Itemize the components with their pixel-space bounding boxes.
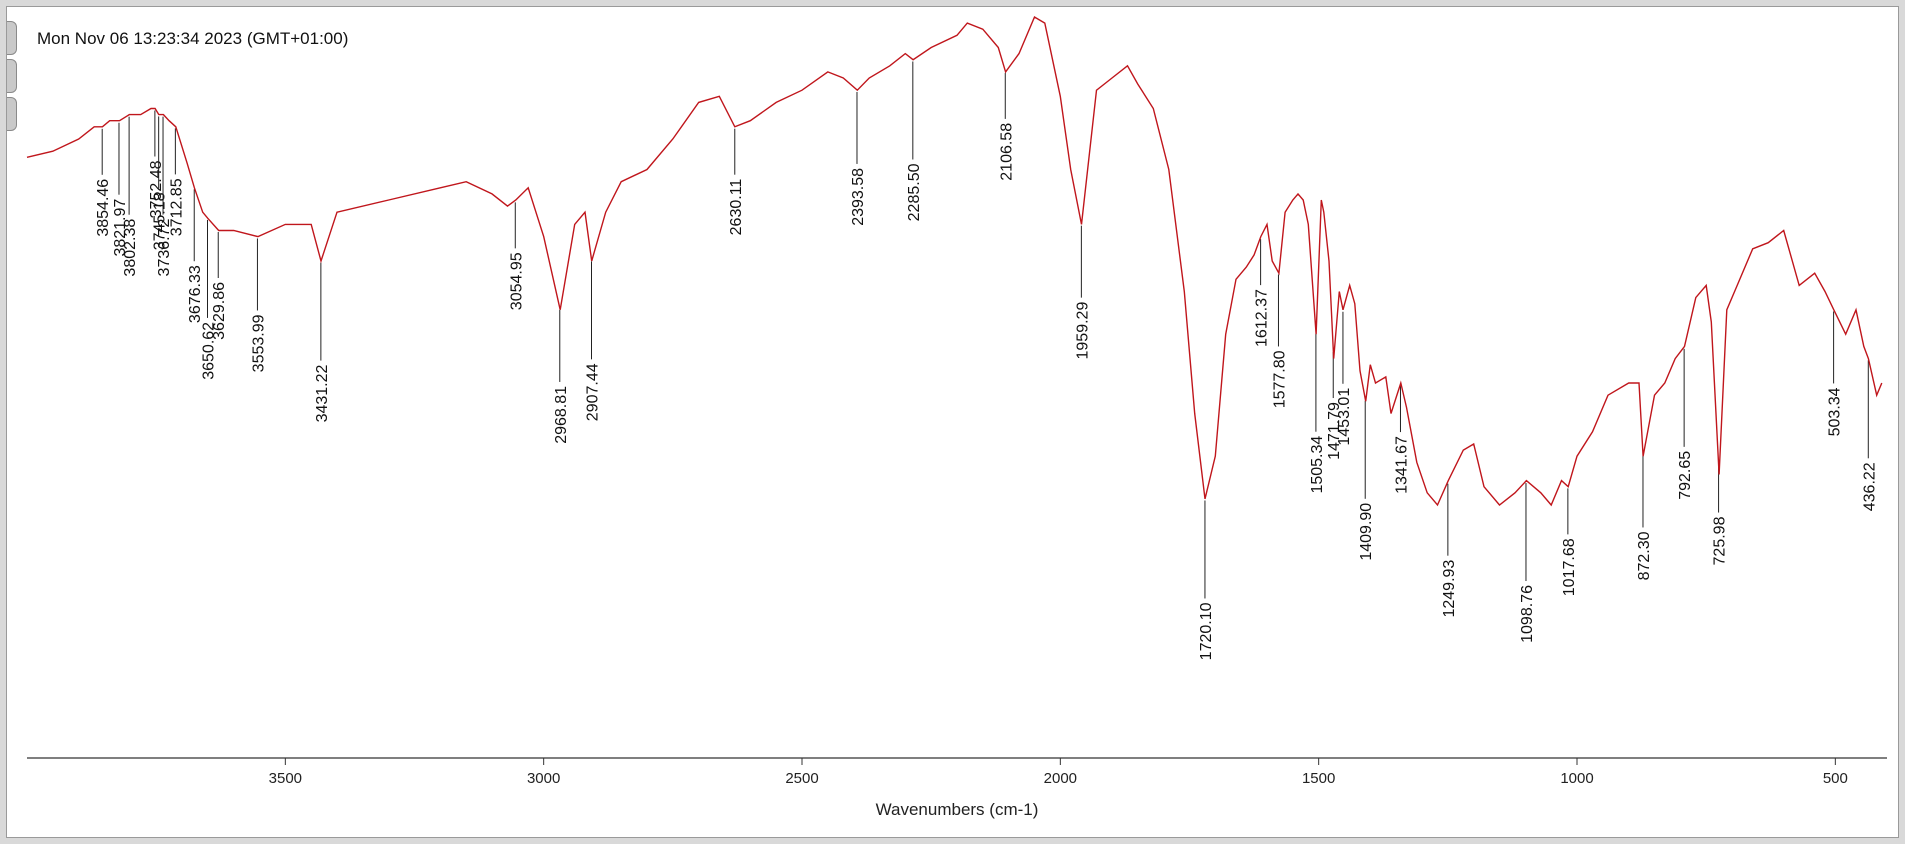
peak-label: 872.30 bbox=[1636, 531, 1653, 580]
x-tick-label: 500 bbox=[1823, 770, 1848, 787]
peak-label: 1098.76 bbox=[1519, 585, 1536, 643]
peak-label: 1471.79 bbox=[1326, 402, 1343, 460]
peak-label: 2393.58 bbox=[850, 168, 867, 226]
peak-label: 3752.48 bbox=[148, 160, 165, 218]
side-panel-tab[interactable] bbox=[7, 97, 17, 131]
spectrum-line bbox=[26, 15, 1883, 507]
peak-label: 2285.50 bbox=[906, 163, 923, 221]
spectrum-window: Mon Nov 06 13:23:34 2023 (GMT+01:00) 385… bbox=[6, 6, 1899, 838]
x-axis-ticks: 3500 3000 2500 2000 1500 1000 500 bbox=[269, 758, 1848, 787]
peak-label: 1720.10 bbox=[1198, 602, 1215, 660]
peak-label: 1959.29 bbox=[1074, 302, 1091, 360]
peak-label: 3676.33 bbox=[187, 265, 204, 323]
peak-label: 436.22 bbox=[1861, 462, 1878, 511]
peak-label: 3431.22 bbox=[314, 364, 331, 422]
x-tick-label: 2500 bbox=[785, 770, 818, 787]
peak-label: 3821.97 bbox=[112, 199, 129, 257]
peak-label: 3712.85 bbox=[168, 178, 185, 236]
peak-label: 792.65 bbox=[1677, 451, 1694, 500]
x-tick-label: 1000 bbox=[1560, 770, 1593, 787]
peak-label: 3736.72 bbox=[156, 219, 173, 277]
peak-label: 1409.90 bbox=[1358, 503, 1375, 561]
x-axis-label: Wavenumbers (cm-1) bbox=[876, 800, 1039, 819]
peak-label: 3745.18 bbox=[152, 192, 169, 250]
peak-label: 3854.46 bbox=[95, 179, 112, 237]
side-panel-tab[interactable] bbox=[7, 59, 17, 93]
x-tick-label: 2000 bbox=[1044, 770, 1077, 787]
peak-label: 3553.99 bbox=[250, 314, 267, 372]
x-tick-label: 3500 bbox=[269, 770, 302, 787]
peak-label: 1017.68 bbox=[1561, 538, 1578, 596]
collection-timestamp: Mon Nov 06 13:23:34 2023 (GMT+01:00) bbox=[37, 29, 349, 48]
peak-label: 1453.01 bbox=[1336, 388, 1353, 446]
peak-label: 3629.86 bbox=[211, 282, 228, 340]
x-tick-label: 1500 bbox=[1302, 770, 1335, 787]
peak-label: 3650.62 bbox=[201, 322, 218, 380]
peak-label: 3802.38 bbox=[122, 219, 139, 277]
peak-label: 1577.80 bbox=[1271, 350, 1288, 408]
peak-label: 1341.67 bbox=[1393, 436, 1410, 494]
peak-label: 503.34 bbox=[1827, 387, 1844, 436]
peak-label: 1249.93 bbox=[1441, 560, 1458, 618]
peak-label: 2907.44 bbox=[584, 363, 601, 421]
side-panel-tab[interactable] bbox=[7, 21, 17, 55]
x-tick-label: 3000 bbox=[527, 770, 560, 787]
peak-label: 3054.95 bbox=[508, 252, 525, 310]
peak-label: 1612.37 bbox=[1254, 289, 1271, 347]
peak-label: 1505.34 bbox=[1309, 436, 1326, 494]
peak-label: 2968.81 bbox=[553, 386, 570, 444]
peak-label: 725.98 bbox=[1712, 516, 1729, 565]
peak-label: 2630.11 bbox=[728, 179, 745, 236]
peak-label: 2106.58 bbox=[998, 123, 1015, 181]
